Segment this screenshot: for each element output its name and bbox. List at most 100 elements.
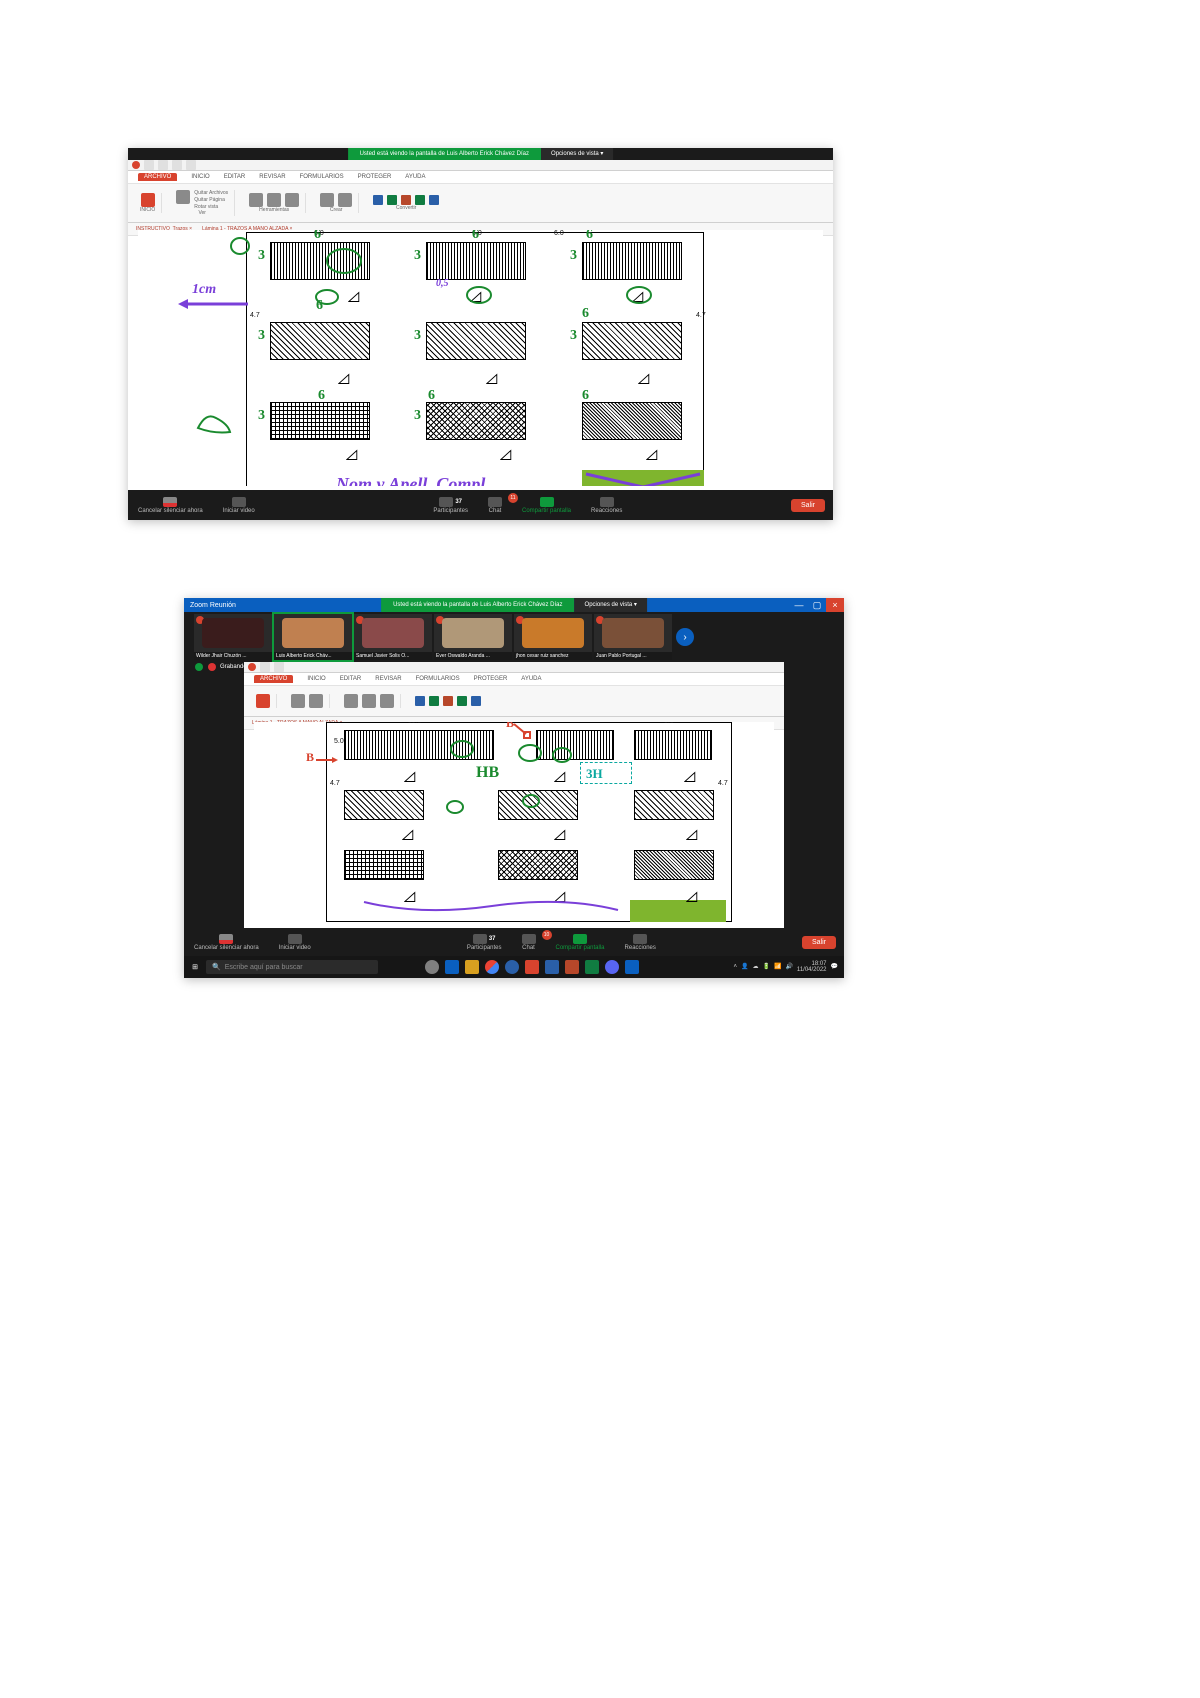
home-button[interactable] bbox=[256, 694, 270, 708]
clock[interactable]: 18:07 11/04/2022 bbox=[797, 961, 827, 973]
view-opt[interactable]: Quitar Archivos bbox=[194, 190, 228, 196]
to-ppt-icon[interactable] bbox=[401, 195, 411, 205]
to-rtf-icon[interactable] bbox=[429, 195, 439, 205]
view-options[interactable]: Opciones de vista ▾ bbox=[575, 598, 647, 612]
qa-icon[interactable] bbox=[260, 662, 270, 672]
conv-icon[interactable] bbox=[429, 696, 439, 706]
video-button[interactable]: Iniciar video bbox=[269, 934, 321, 951]
conv-icon[interactable] bbox=[415, 696, 425, 706]
participant-tile[interactable]: Samuel Javier Solis O... bbox=[354, 614, 432, 660]
ribbon-group-inicio: INICIO bbox=[134, 193, 162, 213]
app-edge[interactable] bbox=[445, 960, 459, 974]
swatch bbox=[426, 242, 526, 280]
pdf-icon[interactable] bbox=[320, 193, 334, 207]
qa-print-icon[interactable] bbox=[158, 160, 168, 170]
app-word[interactable] bbox=[545, 960, 559, 974]
quick-access-bar bbox=[128, 160, 833, 171]
participant-tile[interactable]: Juan Pablo Portugal ... bbox=[594, 614, 672, 660]
chat-button[interactable]: 10 Chat bbox=[512, 934, 546, 951]
tool-icon[interactable] bbox=[362, 694, 376, 708]
tray-volume-icon[interactable]: 🔊 bbox=[785, 964, 792, 970]
conv-icon[interactable] bbox=[471, 696, 481, 706]
tray-chevron-icon[interactable]: ˄ bbox=[733, 964, 737, 970]
tray-battery-icon[interactable]: 🔋 bbox=[762, 964, 769, 970]
participant-tile[interactable]: Ever Oswaldo Aranda ... bbox=[434, 614, 512, 660]
participant-tile[interactable]: Luis Alberto Erick Cháv... bbox=[274, 614, 352, 660]
to-word-icon[interactable] bbox=[373, 195, 383, 205]
tab-archivo[interactable]: ARCHIVO bbox=[138, 173, 177, 181]
home-button[interactable] bbox=[141, 193, 155, 207]
tray-wifi-icon[interactable]: 📶 bbox=[774, 964, 781, 970]
start-button[interactable]: ⊞ bbox=[184, 963, 206, 971]
tool-icon[interactable] bbox=[380, 694, 394, 708]
share-button[interactable]: Compartir pantalla bbox=[546, 934, 615, 951]
swatch bbox=[426, 402, 526, 440]
app-excel[interactable] bbox=[585, 960, 599, 974]
app-zoom[interactable] bbox=[625, 960, 639, 974]
annot-b: B bbox=[306, 750, 314, 765]
select-icon[interactable] bbox=[249, 193, 263, 207]
tab-ayuda[interactable]: AYUDA bbox=[521, 676, 541, 682]
btn-label: Compartir pantalla bbox=[556, 945, 605, 951]
tab-proteger[interactable]: PROTEGER bbox=[474, 676, 508, 682]
view-opt[interactable]: Quitar Página bbox=[194, 197, 228, 203]
tool-icon[interactable] bbox=[291, 694, 305, 708]
tab-editar[interactable]: EDITAR bbox=[224, 174, 246, 180]
mute-button[interactable]: Cancelar silenciar ahora bbox=[184, 934, 269, 951]
app-pdf[interactable] bbox=[525, 960, 539, 974]
leave-button[interactable]: Salir bbox=[791, 499, 825, 512]
tray-people-icon[interactable]: 👤 bbox=[741, 964, 748, 970]
participants-button[interactable]: 37 Participantes bbox=[423, 497, 478, 514]
scribble bbox=[314, 288, 340, 306]
zoom-icon[interactable] bbox=[176, 190, 190, 204]
leave-button[interactable]: Salir bbox=[802, 936, 836, 949]
app-chrome[interactable] bbox=[485, 960, 499, 974]
tab-revisar[interactable]: REVISAR bbox=[375, 676, 401, 682]
conv-icon[interactable] bbox=[443, 696, 453, 706]
notification-icon[interactable]: 💬 bbox=[831, 964, 838, 970]
minimize-button[interactable]: — bbox=[790, 598, 808, 612]
to-xls-icon[interactable] bbox=[415, 195, 425, 205]
view-options[interactable]: Opciones de vista ▾ bbox=[541, 148, 613, 160]
chat-button[interactable]: 11 Chat bbox=[478, 497, 512, 514]
combine-icon[interactable] bbox=[338, 193, 352, 207]
share-button[interactable]: Compartir pantalla bbox=[512, 497, 581, 514]
conv-icon[interactable] bbox=[457, 696, 467, 706]
highlight-icon[interactable] bbox=[285, 193, 299, 207]
text-icon[interactable] bbox=[267, 193, 281, 207]
reactions-button[interactable]: Reacciones bbox=[581, 497, 632, 514]
reactions-button[interactable]: Reacciones bbox=[615, 934, 666, 951]
tab-formularios[interactable]: FORMULARIOS bbox=[416, 676, 460, 682]
qa-save-icon[interactable] bbox=[144, 160, 154, 170]
app-generic[interactable] bbox=[505, 960, 519, 974]
participant-tile[interactable]: jhon cesar ruiz sanchez bbox=[514, 614, 592, 660]
video-button[interactable]: Iniciar video bbox=[213, 497, 265, 514]
maximize-button[interactable]: ▢ bbox=[808, 598, 826, 612]
app-explorer[interactable] bbox=[465, 960, 479, 974]
qa-redo-icon[interactable] bbox=[186, 160, 196, 170]
tray-cloud-icon[interactable]: ☁ bbox=[752, 964, 758, 970]
app-cortana[interactable] bbox=[425, 960, 439, 974]
tab-archivo[interactable]: ARCHIVO bbox=[254, 675, 293, 683]
tool-icon[interactable] bbox=[344, 694, 358, 708]
tab-inicio[interactable]: INICIO bbox=[307, 676, 325, 682]
app-discord[interactable] bbox=[605, 960, 619, 974]
participant-tile[interactable]: Wilder Jhair Chuzón ... bbox=[194, 614, 272, 660]
tab-inicio[interactable]: INICIO bbox=[191, 174, 209, 180]
tab-proteger[interactable]: PROTEGER bbox=[358, 174, 392, 180]
close-button[interactable]: × bbox=[826, 598, 844, 612]
system-tray[interactable]: ˄ 👤 ☁ 🔋 📶 🔊 18:07 11/04/2022 💬 bbox=[733, 961, 844, 973]
gallery-next[interactable]: › bbox=[674, 614, 696, 660]
search-input[interactable]: 🔍 Escribe aquí para buscar bbox=[206, 960, 378, 974]
qa-undo-icon[interactable] bbox=[172, 160, 182, 170]
tab-revisar[interactable]: REVISAR bbox=[259, 174, 285, 180]
tab-ayuda[interactable]: AYUDA bbox=[405, 174, 425, 180]
tab-editar[interactable]: EDITAR bbox=[340, 676, 362, 682]
mute-button[interactable]: Cancelar silenciar ahora bbox=[128, 497, 213, 514]
tab-formularios[interactable]: FORMULARIOS bbox=[300, 174, 344, 180]
app-powerpoint[interactable] bbox=[565, 960, 579, 974]
qa-icon[interactable] bbox=[274, 662, 284, 672]
to-excel-icon[interactable] bbox=[387, 195, 397, 205]
participants-button[interactable]: 37 Participantes bbox=[457, 934, 512, 951]
tool-icon[interactable] bbox=[309, 694, 323, 708]
